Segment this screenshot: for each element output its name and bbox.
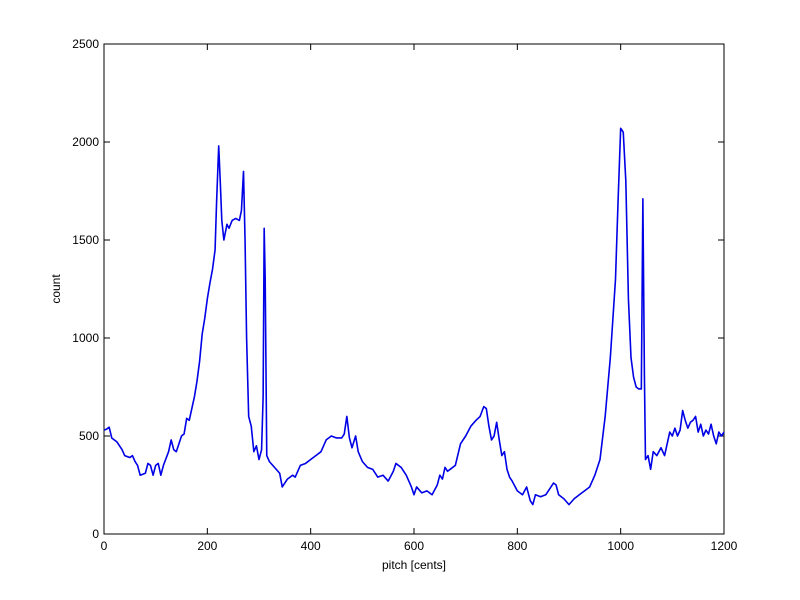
x-tick-label: 800	[507, 539, 527, 553]
x-tick-label: 600	[404, 539, 424, 553]
y-axis-label: count	[49, 274, 63, 304]
data-line	[103, 127, 725, 506]
x-tick-label: 1000	[607, 539, 634, 553]
x-tick-label: 400	[301, 539, 321, 553]
x-tick-label: 200	[197, 539, 217, 553]
plot-frame	[103, 43, 725, 535]
y-tick-label: 1500	[72, 233, 99, 247]
y-tick-label: 1000	[72, 331, 99, 345]
x-tick-label: 1200	[711, 539, 738, 553]
y-tick-label: 0	[92, 527, 99, 541]
x-axis-label: pitch [cents]	[382, 558, 446, 572]
y-tick-label: 2500	[72, 37, 99, 51]
y-tick-label: 500	[79, 429, 99, 443]
x-tick-label: 0	[101, 539, 108, 553]
y-tick-label: 2000	[72, 135, 99, 149]
